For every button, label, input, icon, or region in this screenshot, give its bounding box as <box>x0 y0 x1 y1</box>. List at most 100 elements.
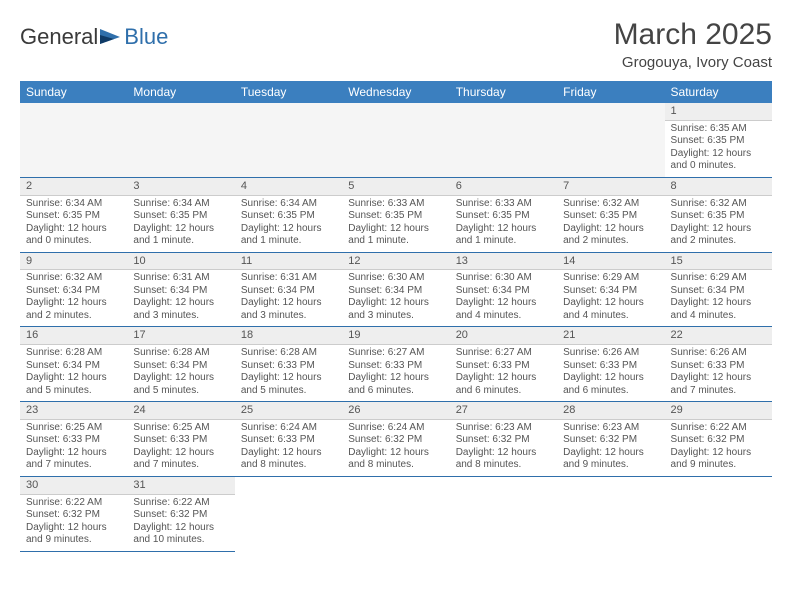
daylight-line: Daylight: 12 hours and 6 minutes. <box>456 372 551 397</box>
day-number: 24 <box>127 402 234 420</box>
calendar-head: SundayMondayTuesdayWednesdayThursdayFrid… <box>20 81 772 103</box>
day-number: 22 <box>665 327 772 345</box>
day-cell: 10Sunrise: 6:31 AMSunset: 6:34 PMDayligh… <box>127 252 234 327</box>
daylight-line: Daylight: 12 hours and 1 minute. <box>456 223 551 248</box>
daylight-line: Daylight: 12 hours and 1 minute. <box>133 223 228 248</box>
sunrise-line: Sunrise: 6:27 AM <box>348 347 443 360</box>
day-cell: 26Sunrise: 6:24 AMSunset: 6:32 PMDayligh… <box>342 402 449 477</box>
sunset-line: Sunset: 6:32 PM <box>563 434 658 447</box>
sunset-line: Sunset: 6:34 PM <box>563 285 658 298</box>
daylight-line: Daylight: 12 hours and 6 minutes. <box>348 372 443 397</box>
blank-cell <box>235 476 342 551</box>
sunrise-line: Sunrise: 6:22 AM <box>26 497 121 510</box>
sunrise-line: Sunrise: 6:25 AM <box>26 422 121 435</box>
sunset-line: Sunset: 6:33 PM <box>241 434 336 447</box>
sunrise-line: Sunrise: 6:32 AM <box>671 198 766 211</box>
blank-cell <box>557 476 664 551</box>
day-number: 29 <box>665 402 772 420</box>
calendar-row: 16Sunrise: 6:28 AMSunset: 6:34 PMDayligh… <box>20 327 772 402</box>
day-cell: 28Sunrise: 6:23 AMSunset: 6:32 PMDayligh… <box>557 402 664 477</box>
day-number: 12 <box>342 253 449 271</box>
sunset-line: Sunset: 6:33 PM <box>241 360 336 373</box>
day-cell: 25Sunrise: 6:24 AMSunset: 6:33 PMDayligh… <box>235 402 342 477</box>
sunrise-line: Sunrise: 6:31 AM <box>133 272 228 285</box>
day-number: 19 <box>342 327 449 345</box>
location: Grogouya, Ivory Coast <box>614 54 772 71</box>
title-block: March 2025 Grogouya, Ivory Coast <box>614 18 772 71</box>
day-header: Friday <box>557 81 664 103</box>
day-cell: 2Sunrise: 6:34 AMSunset: 6:35 PMDaylight… <box>20 177 127 252</box>
sunset-line: Sunset: 6:33 PM <box>456 360 551 373</box>
blank-cell <box>665 476 772 551</box>
sunset-line: Sunset: 6:34 PM <box>26 285 121 298</box>
flag-icon <box>100 27 122 45</box>
day-cell: 24Sunrise: 6:25 AMSunset: 6:33 PMDayligh… <box>127 402 234 477</box>
day-number: 21 <box>557 327 664 345</box>
day-number: 25 <box>235 402 342 420</box>
day-number: 23 <box>20 402 127 420</box>
day-cell: 23Sunrise: 6:25 AMSunset: 6:33 PMDayligh… <box>20 402 127 477</box>
day-cell: 16Sunrise: 6:28 AMSunset: 6:34 PMDayligh… <box>20 327 127 402</box>
sunset-line: Sunset: 6:35 PM <box>133 210 228 223</box>
sunset-line: Sunset: 6:32 PM <box>348 434 443 447</box>
day-number: 30 <box>20 477 127 495</box>
daylight-line: Daylight: 12 hours and 8 minutes. <box>241 447 336 472</box>
daylight-line: Daylight: 12 hours and 1 minute. <box>241 223 336 248</box>
sunrise-line: Sunrise: 6:26 AM <box>563 347 658 360</box>
daylight-line: Daylight: 12 hours and 8 minutes. <box>348 447 443 472</box>
sunrise-line: Sunrise: 6:31 AM <box>241 272 336 285</box>
sunrise-line: Sunrise: 6:22 AM <box>133 497 228 510</box>
empty-cell <box>235 103 342 177</box>
calendar-row: 30Sunrise: 6:22 AMSunset: 6:32 PMDayligh… <box>20 476 772 551</box>
sunrise-line: Sunrise: 6:32 AM <box>563 198 658 211</box>
sunset-line: Sunset: 6:35 PM <box>456 210 551 223</box>
sunrise-line: Sunrise: 6:33 AM <box>348 198 443 211</box>
day-number: 15 <box>665 253 772 271</box>
sunrise-line: Sunrise: 6:33 AM <box>456 198 551 211</box>
sunrise-line: Sunrise: 6:28 AM <box>133 347 228 360</box>
day-number: 5 <box>342 178 449 196</box>
sunrise-line: Sunrise: 6:22 AM <box>671 422 766 435</box>
sunset-line: Sunset: 6:35 PM <box>563 210 658 223</box>
brand-logo: General Blue <box>20 18 168 50</box>
brand-word1: General <box>20 24 98 50</box>
day-number: 11 <box>235 253 342 271</box>
blank-cell <box>342 476 449 551</box>
blank-cell <box>450 476 557 551</box>
daylight-line: Daylight: 12 hours and 10 minutes. <box>133 522 228 547</box>
day-cell: 17Sunrise: 6:28 AMSunset: 6:34 PMDayligh… <box>127 327 234 402</box>
daylight-line: Daylight: 12 hours and 7 minutes. <box>133 447 228 472</box>
sunrise-line: Sunrise: 6:32 AM <box>26 272 121 285</box>
day-header: Monday <box>127 81 234 103</box>
day-cell: 5Sunrise: 6:33 AMSunset: 6:35 PMDaylight… <box>342 177 449 252</box>
daylight-line: Daylight: 12 hours and 5 minutes. <box>26 372 121 397</box>
empty-cell <box>127 103 234 177</box>
sunrise-line: Sunrise: 6:35 AM <box>671 123 766 136</box>
sunset-line: Sunset: 6:35 PM <box>241 210 336 223</box>
calendar-row: 23Sunrise: 6:25 AMSunset: 6:33 PMDayligh… <box>20 402 772 477</box>
daylight-line: Daylight: 12 hours and 4 minutes. <box>456 297 551 322</box>
day-number: 20 <box>450 327 557 345</box>
empty-cell <box>450 103 557 177</box>
day-header: Tuesday <box>235 81 342 103</box>
day-cell: 20Sunrise: 6:27 AMSunset: 6:33 PMDayligh… <box>450 327 557 402</box>
month-title: March 2025 <box>614 18 772 52</box>
daylight-line: Daylight: 12 hours and 3 minutes. <box>241 297 336 322</box>
day-cell: 15Sunrise: 6:29 AMSunset: 6:34 PMDayligh… <box>665 252 772 327</box>
daylight-line: Daylight: 12 hours and 3 minutes. <box>133 297 228 322</box>
sunset-line: Sunset: 6:34 PM <box>133 285 228 298</box>
day-cell: 4Sunrise: 6:34 AMSunset: 6:35 PMDaylight… <box>235 177 342 252</box>
day-header: Wednesday <box>342 81 449 103</box>
empty-cell <box>557 103 664 177</box>
day-cell: 6 Sunrise: 6:33 AMSunset: 6:35 PMDaylight… <box>450 177 557 252</box>
daylight-line: Daylight: 12 hours and 4 minutes. <box>563 297 658 322</box>
daylight-line: Daylight: 12 hours and 9 minutes. <box>26 522 121 547</box>
sunset-line: Sunset: 6:34 PM <box>456 285 551 298</box>
sunrise-line: Sunrise: 6:30 AM <box>456 272 551 285</box>
daylight-line: Daylight: 12 hours and 3 minutes. <box>348 297 443 322</box>
day-cell: 18Sunrise: 6:28 AMSunset: 6:33 PMDayligh… <box>235 327 342 402</box>
daylight-line: Daylight: 12 hours and 0 minutes. <box>26 223 121 248</box>
day-number: 6 <box>450 178 557 196</box>
day-cell: 30Sunrise: 6:22 AMSunset: 6:32 PMDayligh… <box>20 476 127 551</box>
calendar-body: 1Sunrise: 6:35 AMSunset: 6:35 PMDaylight… <box>20 103 772 551</box>
